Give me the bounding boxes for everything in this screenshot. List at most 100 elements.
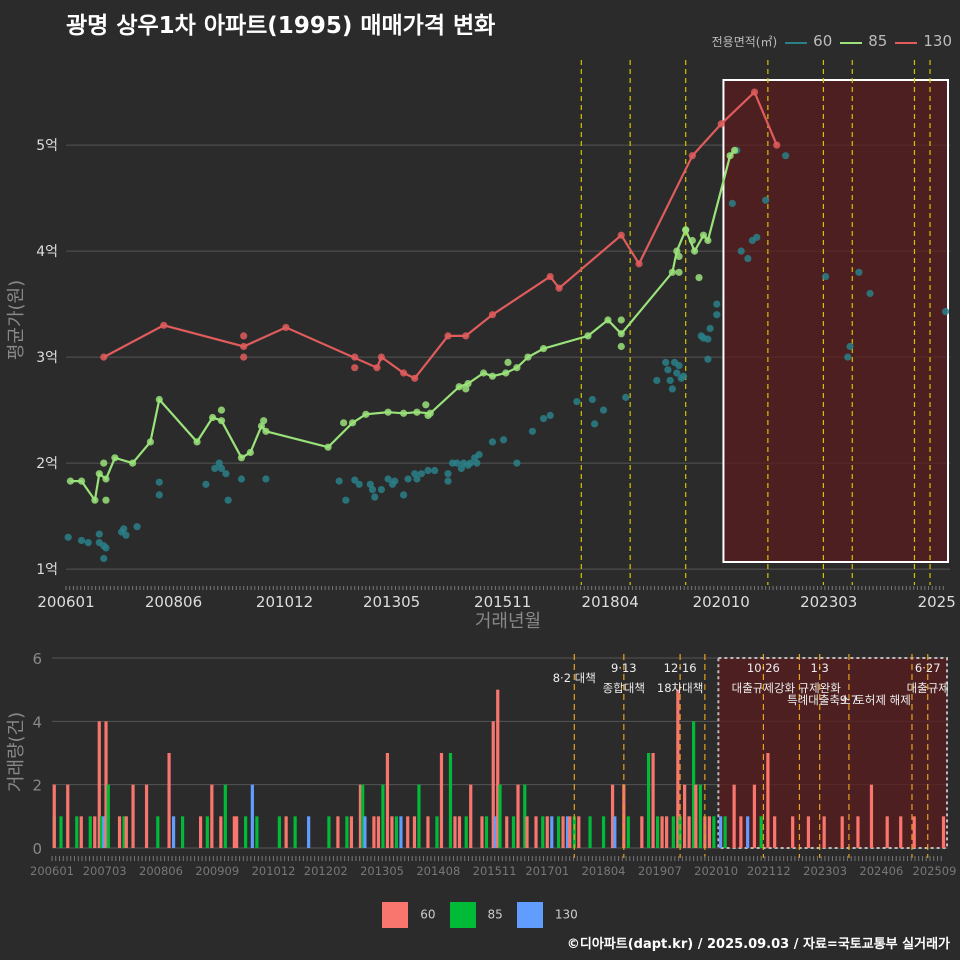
volume-bar-60 bbox=[856, 816, 860, 848]
point-60 bbox=[499, 436, 508, 444]
series-line-130 bbox=[103, 90, 778, 380]
volume-bar-60 bbox=[52, 784, 56, 848]
point-85 bbox=[146, 438, 155, 446]
point-85 bbox=[413, 408, 421, 416]
point-85 bbox=[66, 477, 75, 485]
point-85 bbox=[488, 372, 497, 380]
point-130 bbox=[240, 332, 248, 340]
volume-bar-85 bbox=[498, 784, 502, 848]
x-tick-label: 201804 bbox=[582, 593, 639, 611]
x-tick-label: 202010 bbox=[693, 593, 750, 611]
point-85 bbox=[422, 401, 430, 409]
volume-bar-85 bbox=[106, 784, 110, 848]
vol-x-tick-label: 201511 bbox=[473, 864, 517, 878]
point-85 bbox=[217, 406, 226, 414]
volume-bar-85 bbox=[698, 784, 702, 848]
point-60 bbox=[782, 152, 790, 160]
point-60 bbox=[488, 438, 497, 446]
vol-x-tick-label: 201907 bbox=[638, 864, 682, 878]
volume-bar-60 bbox=[651, 753, 655, 848]
policy-annotation: 특례대출축소 토허제 해제 bbox=[787, 693, 911, 707]
vol-x-tick-label: 201012 bbox=[252, 864, 296, 878]
point-60 bbox=[237, 475, 246, 483]
volume-bar-60 bbox=[525, 816, 529, 848]
legend-box-85 bbox=[449, 902, 476, 928]
volume-bar-60 bbox=[869, 784, 874, 848]
point-85 bbox=[400, 409, 408, 417]
policy-annotation: 12·16 bbox=[664, 661, 697, 675]
volume-bar-60 bbox=[439, 753, 444, 848]
point-130 bbox=[240, 342, 248, 351]
point-85 bbox=[129, 459, 137, 467]
volume-bar-60 bbox=[284, 816, 288, 848]
volume-bar-85 bbox=[511, 816, 516, 848]
point-60 bbox=[431, 466, 439, 475]
policy-annotation: 9·7 bbox=[840, 693, 858, 707]
volume-bar-60 bbox=[752, 784, 756, 848]
volume-bar-85 bbox=[723, 816, 727, 848]
point-60 bbox=[133, 523, 141, 531]
vol-x-tick-label: 201804 bbox=[582, 864, 626, 878]
point-60 bbox=[666, 376, 674, 385]
point-60 bbox=[588, 395, 597, 404]
point-60 bbox=[866, 289, 874, 298]
volume-bar-130 bbox=[399, 816, 403, 848]
legend-swatch-130 bbox=[895, 41, 918, 44]
volume-bar-130 bbox=[102, 816, 106, 848]
volume-bar-60 bbox=[660, 816, 664, 848]
point-60 bbox=[668, 385, 676, 393]
volume-bar-85 bbox=[464, 816, 468, 848]
point-60 bbox=[102, 544, 110, 552]
point-60 bbox=[664, 366, 672, 374]
vol-y-axis-title: 거래량(건) bbox=[6, 712, 27, 792]
point-85 bbox=[91, 496, 99, 504]
point-85 bbox=[455, 383, 463, 391]
legend-item-60: 60 bbox=[785, 32, 832, 50]
volume-bar-85 bbox=[601, 816, 606, 848]
policy-annotation: 8·2 대책 bbox=[553, 671, 596, 685]
point-130 bbox=[160, 321, 168, 329]
vol-x-tick-label: 202406 bbox=[859, 864, 903, 878]
point-60 bbox=[713, 300, 721, 308]
series-line-85 bbox=[70, 149, 736, 504]
legend-box-60 bbox=[382, 902, 409, 928]
chart-title: 광명 상우1차 아파트(1995) 매매가격 변화 bbox=[66, 13, 496, 39]
point-60 bbox=[120, 525, 128, 533]
price-chart: 1억 2억 3억 4억 5억 200601 200806 201012 201305 201511… bbox=[6, 60, 956, 632]
volume-bar-60 bbox=[791, 816, 795, 848]
credit-text: ©디아파트(dapt.kr) / 2025.09.03 / 자료=국토교통부 실… bbox=[566, 937, 950, 952]
point-60 bbox=[475, 451, 483, 459]
point-60 bbox=[424, 466, 432, 475]
volume-bar-60 bbox=[358, 784, 363, 848]
point-60 bbox=[384, 475, 392, 483]
point-60 bbox=[599, 406, 608, 414]
policy-annotation: 6·27 bbox=[915, 661, 941, 675]
volume-bar-60 bbox=[426, 816, 430, 848]
volume-bar-60 bbox=[505, 816, 509, 848]
point-60 bbox=[673, 369, 681, 377]
legend-bottom-item-85: 85 bbox=[449, 902, 503, 928]
volume-bar-130 bbox=[171, 816, 176, 848]
point-85 bbox=[699, 231, 708, 239]
point-60 bbox=[704, 335, 712, 343]
volume-bar-85 bbox=[156, 816, 160, 848]
point-85 bbox=[704, 236, 712, 245]
point-60 bbox=[675, 361, 683, 370]
point-60 bbox=[744, 254, 752, 263]
legend-box-130 bbox=[516, 902, 543, 928]
point-130 bbox=[635, 260, 643, 268]
point-60 bbox=[95, 530, 103, 538]
point-60 bbox=[222, 470, 230, 478]
point-85 bbox=[730, 146, 739, 154]
volume-bar-130 bbox=[746, 816, 750, 848]
point-130 bbox=[240, 353, 248, 361]
point-60 bbox=[528, 427, 537, 435]
policy-annotation: 대출규제 bbox=[907, 681, 949, 695]
point-60 bbox=[444, 477, 452, 485]
volume-bar-60 bbox=[885, 816, 889, 848]
legend-top: 전용면적(㎡) 60 85 130 bbox=[712, 32, 952, 50]
vol-x-tick-label: 200601 bbox=[30, 864, 74, 878]
point-60 bbox=[713, 311, 721, 319]
legend-bottom-item-60: 60 bbox=[382, 902, 436, 928]
point-85 bbox=[362, 410, 370, 418]
